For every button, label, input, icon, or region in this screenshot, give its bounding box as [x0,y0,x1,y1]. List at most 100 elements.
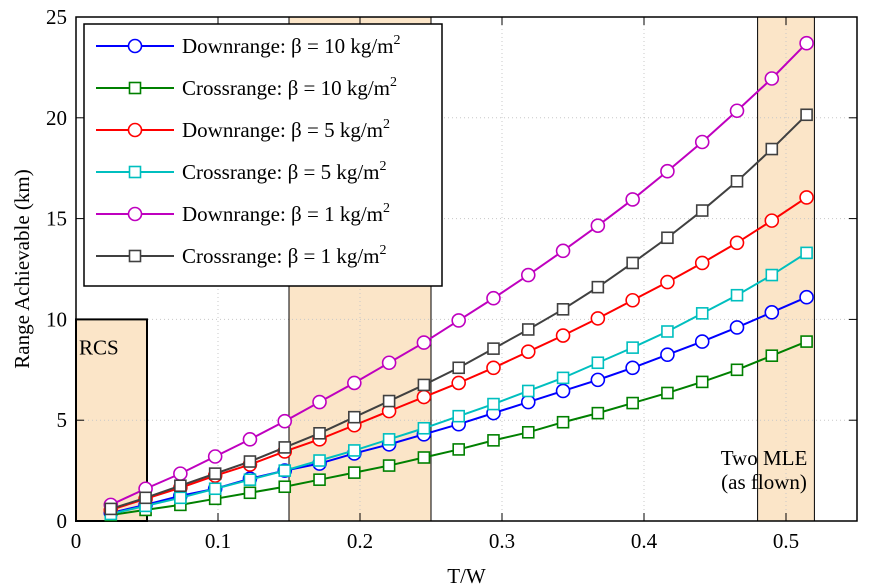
data-point [625,192,640,207]
legend-label: Crossrange: β = 1 kg/m2 [182,243,387,268]
data-point [104,502,118,516]
data-point [207,449,223,464]
series-group [104,335,813,522]
legend: Downrange: β = 10 kg/m2 Crossrange: β = 1… [83,23,443,287]
data-point [382,394,396,408]
data-point [312,394,327,410]
legend-label-superscript: 2 [390,75,397,90]
data-point [174,491,187,505]
data-point [452,361,465,375]
data-point [486,290,501,306]
data-point [520,344,536,359]
legend-label: Crossrange: β = 5 kg/m2 [182,159,387,184]
data-point [313,473,326,486]
x-tick-label: 0 [71,529,82,553]
data-point [729,320,745,335]
data-point [694,134,710,150]
legend-marker [128,81,142,95]
data-point [765,268,779,282]
data-point [729,235,745,251]
data-point [765,142,779,156]
legend-label: Downrange: β = 10 kg/m2 [182,33,401,58]
data-point [487,342,500,355]
data-point [800,246,813,260]
y-axis-title: Range Achievable (km) [10,169,34,368]
data-point [694,255,710,271]
data-point [243,455,257,468]
data-point [799,190,814,205]
data-point [799,35,814,51]
data-point [381,355,397,371]
y-tick-label: 0 [57,509,68,533]
x-tick-label: 0.4 [631,529,658,553]
data-point [313,427,326,440]
data-point [278,480,292,494]
data-point [625,292,640,308]
data-point [417,378,431,392]
plot-frame [75,16,858,522]
data-point [208,482,222,496]
region-fill [76,319,147,521]
data-point [208,467,222,480]
legend-label: Downrange: β = 1 kg/m2 [182,201,390,226]
legend-marker [127,122,143,138]
x-tick-label: 0.5 [773,529,799,553]
data-point [591,280,605,294]
data-point [451,375,466,391]
legend-marker [128,165,142,179]
data-point [590,311,606,326]
legend-label-superscript: 2 [383,117,390,132]
data-point [520,394,536,410]
data-point [487,434,500,447]
data-point [313,454,326,467]
data-point [348,410,361,424]
data-point [729,103,745,119]
data-point [765,349,779,362]
legend-label: Downrange: β = 5 kg/m2 [182,117,390,142]
data-point [521,384,535,398]
y-tick-label: 15 [46,207,67,231]
region-label: (as flown) [721,470,807,494]
data-point [694,334,710,349]
data-point [625,360,640,376]
data-point [800,108,813,122]
x-tick-label: 0.2 [347,529,373,553]
data-point [555,383,571,399]
data-point [451,313,466,328]
data-point [556,303,570,316]
legend-label-superscript: 2 [383,201,390,216]
data-point [416,335,432,350]
data-point [174,479,187,493]
data-point [695,307,709,320]
data-point [660,163,675,179]
data-point [591,406,605,420]
data-point [278,464,292,477]
series [103,35,814,522]
data-point [452,443,465,456]
legend-label-superscript: 2 [380,159,387,174]
data-point [242,432,258,447]
data-point [487,397,500,411]
data-point [591,356,605,370]
data-point [243,486,257,500]
data-point [626,256,639,270]
data-point [521,425,535,439]
data-point [486,360,501,376]
y-tick-label: 20 [46,106,67,130]
region-label: RCS [79,335,119,359]
legend-marker [128,249,142,263]
x-tick-label: 0.3 [489,529,515,553]
legend-label-superscript: 2 [394,33,401,48]
y-tick-label: 5 [57,408,68,432]
legend-marker [127,206,143,222]
axis-ticks: 0 0.1 0.2 0.3 0.4 0.5 0 5 10 15 20 25 [46,5,857,553]
series-group [104,108,813,516]
series-group [103,35,814,513]
data-point [417,421,431,435]
data-point [382,433,396,446]
x-axis-title: T/W [447,564,486,587]
y-tick-label: 10 [46,307,67,331]
data-point [382,459,396,472]
data-point [277,413,293,429]
data-point [590,218,606,233]
